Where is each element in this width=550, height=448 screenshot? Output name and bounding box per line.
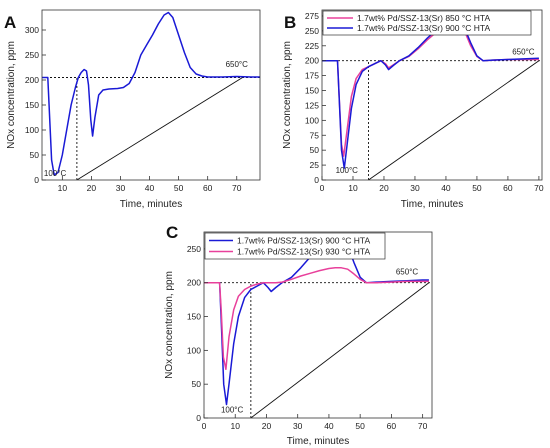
y-tick-label: 0 <box>34 175 39 185</box>
y-tick-label: 275 <box>305 11 319 21</box>
y-tick-label: 100 <box>187 345 201 355</box>
x-tick-label: 40 <box>324 421 334 431</box>
chart-panel-b: B 0 10 20 30 40 50 60 70 0 25 50 75 100 125 150 175 200 2… <box>282 9 544 210</box>
x-tick-label: 10 <box>58 183 68 193</box>
y-tick-label: 150 <box>305 86 319 96</box>
y-tick-label: 0 <box>314 175 319 185</box>
legend-entry: 1.7wt% Pd/SSZ-13(Sr) 900 °C HTA <box>237 236 370 246</box>
panel-letter: C <box>166 223 178 242</box>
y-tick-label: 50 <box>30 150 40 160</box>
chart-panel-a: A 10 20 30 40 50 60 70 0 50 100 150 200 250 300 100°C… <box>4 9 261 210</box>
annotation-label: 650°C <box>396 268 419 277</box>
panel-letter: A <box>4 13 16 32</box>
y-tick-label: 250 <box>187 244 201 254</box>
y-axis-label: NOx concentration, ppm <box>6 41 17 149</box>
x-axis-label: Time, minutes <box>120 199 182 210</box>
y-tick-label: 100 <box>25 125 39 135</box>
legend-entry: 1.7wt% Pd/SSZ-13(Sr) 900 °C HTA <box>357 23 490 33</box>
y-tick-label: 175 <box>305 71 319 81</box>
y-tick-label: 200 <box>187 278 201 288</box>
x-tick-label: 10 <box>230 421 240 431</box>
x-tick-label: 60 <box>387 421 397 431</box>
plot-frame <box>41 9 261 181</box>
x-tick-label: 50 <box>174 183 184 193</box>
plot-frame <box>203 231 433 419</box>
x-tick-label: 0 <box>202 421 207 431</box>
y-axis-label: NOx concentration, ppm <box>282 41 293 149</box>
y-tick-label: 25 <box>310 160 320 170</box>
x-tick-label: 40 <box>441 183 451 193</box>
x-tick-label: 40 <box>145 183 155 193</box>
y-tick-label: 300 <box>25 25 39 35</box>
x-tick-label: 20 <box>87 183 97 193</box>
x-tick-label: 60 <box>203 183 213 193</box>
plot-frame <box>321 9 543 181</box>
x-tick-label: 60 <box>503 183 513 193</box>
y-tick-label: 75 <box>310 130 320 140</box>
x-tick-label: 0 <box>320 183 325 193</box>
y-tick-label: 100 <box>305 115 319 125</box>
x-tick-label: 30 <box>293 421 303 431</box>
legend-box <box>204 232 386 260</box>
y-tick-label: 150 <box>187 312 201 322</box>
x-axis-label: Time, minutes <box>401 199 463 210</box>
legend-box <box>322 10 532 36</box>
y-tick-label: 250 <box>25 50 39 60</box>
x-tick-label: 20 <box>379 183 389 193</box>
y-tick-label: 50 <box>192 379 202 389</box>
y-tick-label: 200 <box>305 56 319 66</box>
temperature-ramp-line <box>368 60 540 180</box>
annotation-label: 650°C <box>512 48 535 57</box>
annotation-label: 100°C <box>221 406 244 415</box>
y-tick-label: 50 <box>310 145 320 155</box>
x-tick-label: 70 <box>534 183 544 193</box>
legend-entry: 1.7wt% Pd/SSZ-13(Sr) 850 °C HTA <box>357 13 490 23</box>
y-tick-label: 200 <box>25 75 39 85</box>
annotation-label: 650°C <box>226 60 249 69</box>
legend-entry: 1.7wt% Pd/SSZ-13(Sr) 930 °C HTA <box>237 247 370 257</box>
annotation-label: 100°C <box>336 166 359 175</box>
x-axis-label: Time, minutes <box>287 436 349 447</box>
y-axis-label: NOx concentration, ppm <box>164 271 175 379</box>
x-tick-label: 70 <box>418 421 428 431</box>
temperature-ramp-line <box>76 77 243 180</box>
panel-letter: B <box>284 13 296 32</box>
series-line <box>322 19 539 169</box>
x-tick-label: 10 <box>348 183 358 193</box>
annotation-label: 100°C <box>44 169 67 178</box>
y-tick-label: 125 <box>305 100 319 110</box>
y-tick-label: 150 <box>25 100 39 110</box>
x-tick-label: 30 <box>410 183 420 193</box>
temperature-ramp-line <box>250 282 430 418</box>
x-tick-label: 50 <box>472 183 482 193</box>
series-line <box>204 267 429 371</box>
y-tick-label: 250 <box>305 26 319 36</box>
x-tick-label: 20 <box>262 421 272 431</box>
y-tick-label: 225 <box>305 41 319 51</box>
y-tick-label: 0 <box>196 413 201 423</box>
series-line <box>204 236 429 406</box>
x-tick-label: 50 <box>355 421 365 431</box>
x-tick-label: 30 <box>116 183 126 193</box>
x-tick-label: 70 <box>232 183 242 193</box>
chart-panel-c: C 0 10 20 30 40 50 60 70 0 50 100 150 200 250 100°C 65… <box>164 223 433 447</box>
series-line <box>42 11 260 176</box>
